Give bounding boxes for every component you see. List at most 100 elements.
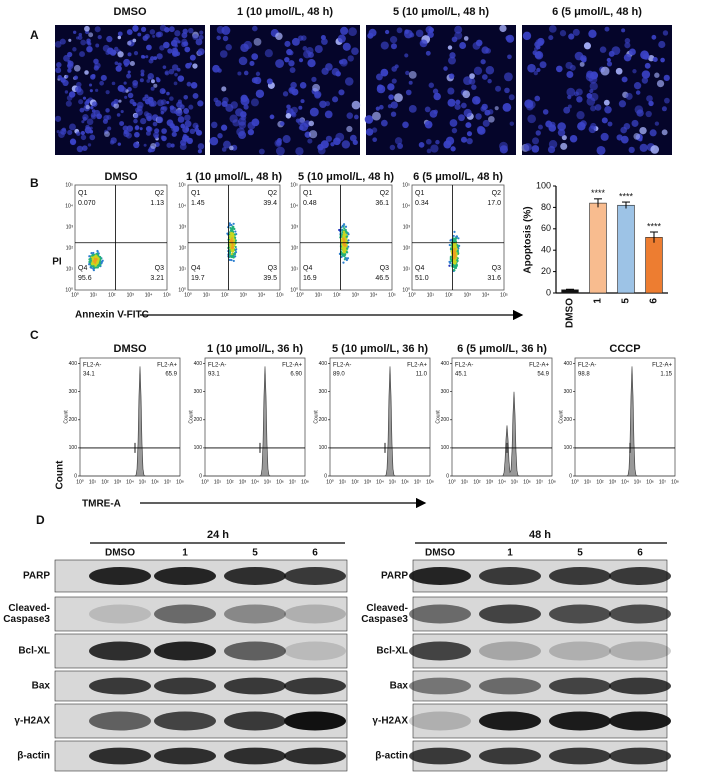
plot-title: 6 (5 μmol/L, 48 h) <box>413 171 503 183</box>
nucleus <box>91 73 96 78</box>
event <box>90 266 93 269</box>
band <box>609 711 671 731</box>
nucleus <box>504 87 510 94</box>
nucleus <box>539 61 547 69</box>
nucleus <box>300 99 305 104</box>
nucleus <box>404 53 409 58</box>
nucleus <box>164 71 169 75</box>
nucleus <box>116 113 121 117</box>
x-tick-label: 10³ <box>114 479 122 485</box>
nucleus <box>148 101 155 107</box>
x-tick-label: 10⁵ <box>389 479 397 485</box>
y-tick-label: 10¹ <box>179 266 187 272</box>
nucleus <box>150 142 157 150</box>
event <box>450 260 453 263</box>
x-tick-label: DMSO <box>565 298 576 328</box>
x-tick-label: 10³ <box>352 292 360 298</box>
event <box>454 245 458 248</box>
nucleus <box>84 25 90 32</box>
nucleus <box>132 38 137 43</box>
nucleus <box>618 100 627 108</box>
nucleus <box>308 120 315 127</box>
event <box>234 236 237 239</box>
band <box>609 747 671 765</box>
event <box>88 263 91 266</box>
nucleus <box>428 82 435 88</box>
nucleus <box>499 145 508 154</box>
nucleus <box>566 87 576 97</box>
y-tick-label: 60 <box>541 223 551 233</box>
nucleus <box>126 29 133 35</box>
nucleus <box>418 142 425 148</box>
nucleus <box>134 131 140 138</box>
nucleus <box>129 99 135 105</box>
nucleus <box>594 104 602 111</box>
nucleus <box>197 48 205 56</box>
nucleus <box>561 134 567 141</box>
nucleus <box>535 130 541 136</box>
time-label: 24 h <box>207 529 229 541</box>
band <box>549 604 611 624</box>
nucleus <box>174 44 178 48</box>
nucleus <box>253 37 262 46</box>
nucleus <box>133 51 139 56</box>
nucleus <box>652 56 658 63</box>
x-tick-label: 10⁵ <box>511 479 519 485</box>
nucleus <box>213 97 219 103</box>
nucleus <box>332 96 339 103</box>
nucleus <box>337 34 346 43</box>
band <box>224 747 286 765</box>
nucleus <box>295 118 301 123</box>
nucleus <box>183 41 189 47</box>
nucleus <box>90 105 94 110</box>
nucleus <box>192 63 198 69</box>
nucleus <box>91 101 98 107</box>
nucleus <box>91 114 96 120</box>
event <box>342 230 346 233</box>
nucleus <box>136 105 143 112</box>
x-axis-label: Annexin V-FITC <box>75 310 149 321</box>
nucleus <box>375 73 383 81</box>
nucleus <box>275 59 285 68</box>
nucleus <box>76 81 82 88</box>
event <box>455 237 458 240</box>
nucleus <box>415 29 424 38</box>
event <box>344 253 347 257</box>
quadrant-value: 0.48 <box>303 200 317 207</box>
nucleus <box>607 121 613 127</box>
nucleus <box>447 98 456 107</box>
nucleus <box>394 64 399 69</box>
nucleus <box>324 110 333 119</box>
band <box>609 604 671 624</box>
nucleus <box>126 73 132 79</box>
nucleus <box>279 121 285 126</box>
nucleus <box>229 114 238 123</box>
time-label: 48 h <box>529 529 551 541</box>
nucleus <box>149 29 156 35</box>
gate-value: 45.1 <box>455 372 467 378</box>
event <box>455 252 458 255</box>
event <box>344 228 347 232</box>
nucleus <box>85 99 90 104</box>
y-tick-label: 10⁵ <box>402 182 410 188</box>
event <box>99 257 103 260</box>
x-tick-label: 10⁷ <box>659 479 667 485</box>
nucleus <box>320 140 329 149</box>
nucleus <box>282 135 291 144</box>
nucleus <box>635 90 641 95</box>
nucleus <box>133 113 139 119</box>
band <box>154 747 216 765</box>
event <box>448 260 451 263</box>
event <box>456 245 460 248</box>
nucleus <box>86 45 93 53</box>
nucleus <box>572 28 580 36</box>
band <box>479 567 541 585</box>
y-axis-label-small: Count <box>188 410 194 424</box>
nucleus <box>589 82 598 91</box>
nucleus <box>249 60 255 66</box>
nucleus <box>475 113 482 120</box>
nucleus <box>620 135 629 144</box>
nucleus <box>606 61 613 67</box>
nucleus <box>636 109 644 117</box>
nucleus <box>624 38 631 44</box>
